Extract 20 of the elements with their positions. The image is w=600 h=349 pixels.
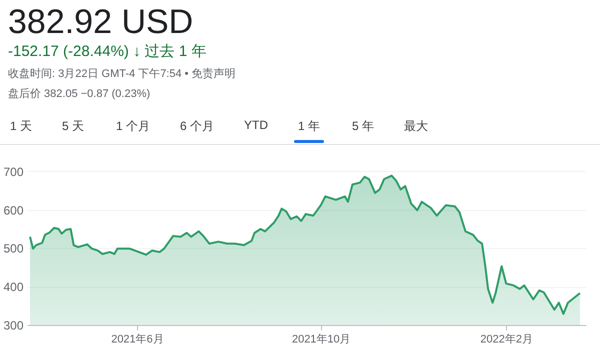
x-tick-label: 2021年6月 [111,334,164,346]
y-tick-label: 700 [3,164,24,179]
text: 盘后价 382.05 −0.87 (0.23%) [8,87,152,101]
text: 6 个月 [180,118,214,135]
text: 1 天 [10,118,32,135]
chart-title: 382.92 USD [8,2,194,42]
y-tick-label: 500 [3,242,24,256]
text: 最大 [404,118,428,135]
y-tick-label: 300 [3,318,24,332]
text: YTD [244,118,268,132]
x-tick-label: 2021年10月 [292,334,351,346]
text: 1 个月 [116,118,150,135]
chart-subtitle: -152.17 (-28.44%) ↓ 过去 1 年 [8,42,208,61]
y-tick-label: 400 [3,280,24,294]
x-tick-label: 2022年2月 [480,334,533,346]
text: 收盘时间: 3月22日 GMT-4 下午7:54 • 免责声明 [8,66,236,81]
text: 5 年 [352,118,374,135]
text: 1 年 [298,118,320,135]
y-tick-label: 600 [3,203,24,218]
text: 5 天 [62,118,84,135]
